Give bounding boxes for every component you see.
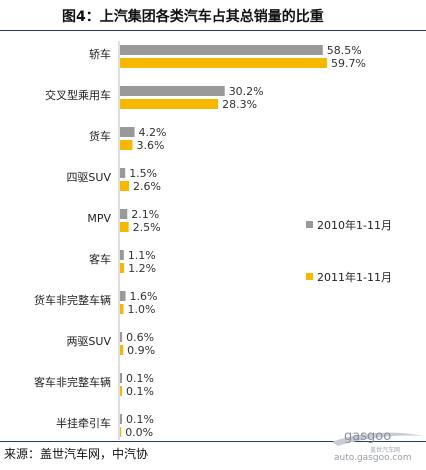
bar-2011: [120, 427, 122, 437]
legend-swatch-2010: [306, 221, 313, 228]
category-label: 客车: [89, 252, 111, 266]
category-label: 交叉型乘用车: [45, 88, 111, 102]
bar-2010: [120, 168, 126, 178]
bar-2010: [120, 86, 225, 96]
category-label: MPV: [87, 212, 111, 225]
bar-2011: [120, 58, 327, 68]
category-label: 两驱SUV: [66, 335, 111, 348]
data-label: 0.6%: [126, 331, 154, 344]
data-label: 0.1%: [126, 372, 154, 385]
data-label: 0.1%: [126, 385, 154, 398]
data-label: 0.0%: [125, 426, 153, 439]
data-label: 30.2%: [229, 85, 264, 98]
bar-chart: 轿车 58.5%59.7% 交叉型乘用车 30.2%28.3% 货车 4.2%3.6% 四驱…: [34, 41, 392, 440]
category-label: 半挂牵引车: [56, 416, 111, 430]
bar-2011: [120, 181, 130, 191]
data-label: 3.6%: [136, 139, 164, 152]
legend-swatch-2011: [306, 273, 313, 280]
data-label: 1.0%: [127, 303, 155, 316]
gasgoo-watermark-logo: gasgoo 盖世汽车网 auto.gasgoo.com: [328, 428, 424, 466]
data-label: 1.1%: [128, 249, 156, 262]
category-label: 货车: [89, 129, 111, 143]
data-label: 0.1%: [126, 413, 154, 426]
data-label: 1.6%: [130, 290, 158, 303]
data-label: 28.3%: [222, 98, 257, 111]
data-label: 2.5%: [133, 221, 161, 234]
watermark-brand: gasgoo: [344, 429, 392, 444]
data-label: 0.9%: [127, 344, 155, 357]
category-label: 四驱SUV: [66, 171, 111, 184]
watermark-tagline: 盖世汽车网: [370, 447, 401, 454]
gasgoo-logo-icon: [332, 432, 422, 446]
bar-2011: [120, 99, 219, 109]
bar-2010: [120, 291, 126, 301]
data-label: 2.6%: [133, 180, 161, 193]
watermark-url: auto.gasgoo.com: [334, 453, 412, 463]
bar-2011: [120, 140, 133, 150]
footer-divider: [0, 441, 426, 442]
bar-2011: [120, 222, 129, 232]
bar-2010: [120, 332, 123, 342]
bar-2010: [120, 127, 135, 137]
bar-2011: [120, 345, 124, 355]
legend-label-2010: 2010年1-11月: [317, 218, 392, 232]
bar-2011: [120, 386, 122, 396]
bar-2010: [120, 414, 122, 424]
data-label: 4.2%: [139, 126, 167, 139]
bar-2011: [120, 304, 124, 314]
data-label: 1.2%: [128, 262, 156, 275]
bar-2010: [120, 250, 124, 260]
bar-2011: [120, 263, 125, 273]
category-label: 轿车: [89, 47, 111, 61]
title-divider: [0, 30, 426, 31]
source-note: 来源：盖世汽车网，中汽协: [4, 447, 149, 461]
data-label: 1.5%: [129, 167, 157, 180]
data-label: 2.1%: [131, 208, 159, 221]
bar-2010: [120, 209, 128, 219]
category-label: 客车非完整车辆: [34, 375, 111, 389]
category-label: 货车非完整车辆: [34, 293, 111, 307]
bar-2010: [120, 373, 122, 383]
data-label: 58.5%: [327, 44, 362, 57]
legend-label-2011: 2011年1-11月: [317, 270, 392, 284]
chart-title: 图4：上汽集团各类汽车占其总销量的比重: [62, 9, 324, 25]
data-label: 59.7%: [331, 57, 366, 70]
bar-2010: [120, 45, 323, 55]
